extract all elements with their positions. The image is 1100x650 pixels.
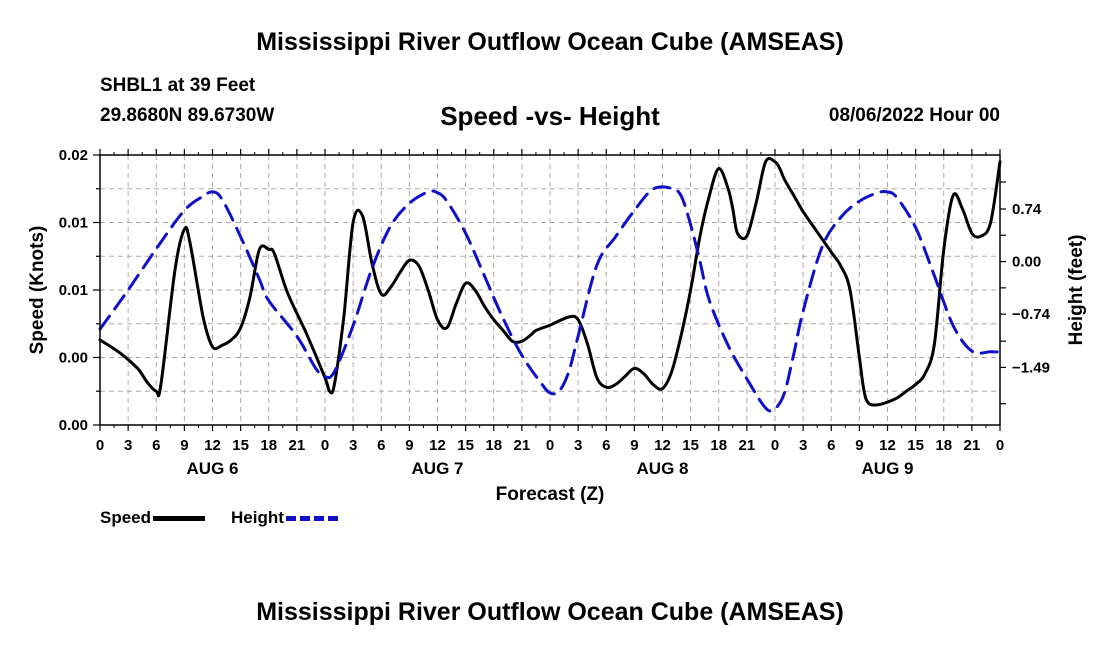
- station-label: SHBL1 at 39 Feet: [100, 75, 256, 96]
- x-tick-label: 9: [855, 437, 863, 454]
- x-tick-label: 21: [289, 437, 306, 454]
- x-tick-label: 18: [935, 437, 952, 454]
- x-tick-label: 3: [349, 437, 357, 454]
- axes-layer: 0 3 6 9 12 15 18 21 0 3 6 9 12 15 18 21 0 3 6 9 12 15 18 21 0 3 6 9…: [27, 147, 1087, 505]
- legend-speed-swatch: [153, 516, 206, 522]
- forecast-datetime: 08/06/2022 Hour 00: [828, 105, 1000, 126]
- y-tick-label: 0.00: [59, 417, 88, 434]
- grid-lines: [100, 155, 1000, 425]
- chart-subtitle: Speed -vs- Height: [440, 101, 660, 131]
- speed-height-chart: 0 3 6 9 12 15 18 21 0 3 6 9 12 15 18 21 0 3 6 9 12 15 18 21 0 3 6 9…: [27, 147, 1087, 505]
- legend-height-swatch: [285, 516, 338, 522]
- coordinates-label: 29.8680N 89.6730W: [100, 105, 275, 126]
- x-tick-label: 0: [321, 437, 329, 454]
- chart-title: Mississippi River Outflow Ocean Cube (AM…: [256, 28, 844, 56]
- y2-tick-label: 0.74: [1012, 201, 1042, 218]
- y2-tick-label: 0.00: [1012, 254, 1041, 271]
- x-axis-title: Forecast (Z): [496, 484, 605, 505]
- x-tick-label: 15: [232, 437, 249, 454]
- x-tick-label: 3: [574, 437, 582, 454]
- y-tick-label: 0.00: [59, 350, 88, 367]
- height-series-line: [98, 185, 1002, 413]
- speed-series-line: [98, 157, 1002, 407]
- x-tick-label: 12: [204, 437, 221, 454]
- x-tick-label: 15: [907, 437, 924, 454]
- y-tick-label: 0.01: [59, 215, 88, 232]
- legend-speed-label: Speed: [100, 508, 152, 527]
- series-layer: [98, 157, 1002, 413]
- legend-height-label: Height: [231, 508, 284, 527]
- x-tick-label: 15: [457, 437, 474, 454]
- x-tick-label: 0: [771, 437, 779, 454]
- x-tick-label: 15: [682, 437, 699, 454]
- x-tick-label: 12: [654, 437, 671, 454]
- x-tick-label: 9: [630, 437, 638, 454]
- x-tick-label: 6: [827, 437, 835, 454]
- x-day-label: AUG 7: [412, 459, 464, 478]
- x-tick-label: 6: [152, 437, 160, 454]
- y-tick-label: 0.01: [59, 282, 88, 299]
- repeated-chart-title: Mississippi River Outflow Ocean Cube (AM…: [256, 598, 844, 626]
- x-tick-label: 21: [514, 437, 531, 454]
- x-tick-label: 0: [996, 437, 1004, 454]
- x-day-label: AUG 6: [187, 459, 239, 478]
- x-tick-label: 9: [405, 437, 413, 454]
- x-tick-label: 21: [964, 437, 981, 454]
- x-tick-label: 21: [739, 437, 756, 454]
- legend-speed: Speed: [100, 508, 206, 528]
- x-tick-label: 18: [260, 437, 277, 454]
- y2-tick-label: −0.74: [1012, 306, 1051, 323]
- y2-tick-label: −1.49: [1012, 359, 1050, 376]
- y-tick-label: 0.02: [59, 147, 88, 164]
- legend-height: Height: [231, 508, 338, 528]
- x-tick-label: 0: [96, 437, 104, 454]
- y-axis-title: Speed (Knots): [27, 226, 48, 355]
- x-day-label: AUG 8: [637, 459, 689, 478]
- x-tick-label: 6: [602, 437, 610, 454]
- x-tick-label: 12: [429, 437, 446, 454]
- x-tick-label: 18: [710, 437, 727, 454]
- x-tick-label: 3: [124, 437, 132, 454]
- x-tick-label: 12: [879, 437, 896, 454]
- x-tick-label: 18: [485, 437, 502, 454]
- x-tick-label: 6: [377, 437, 385, 454]
- x-day-label: AUG 9: [862, 459, 914, 478]
- x-tick-label: 0: [546, 437, 554, 454]
- x-tick-label: 3: [799, 437, 807, 454]
- y2-axis-title: Height (feet): [1066, 235, 1087, 346]
- x-tick-label: 9: [180, 437, 188, 454]
